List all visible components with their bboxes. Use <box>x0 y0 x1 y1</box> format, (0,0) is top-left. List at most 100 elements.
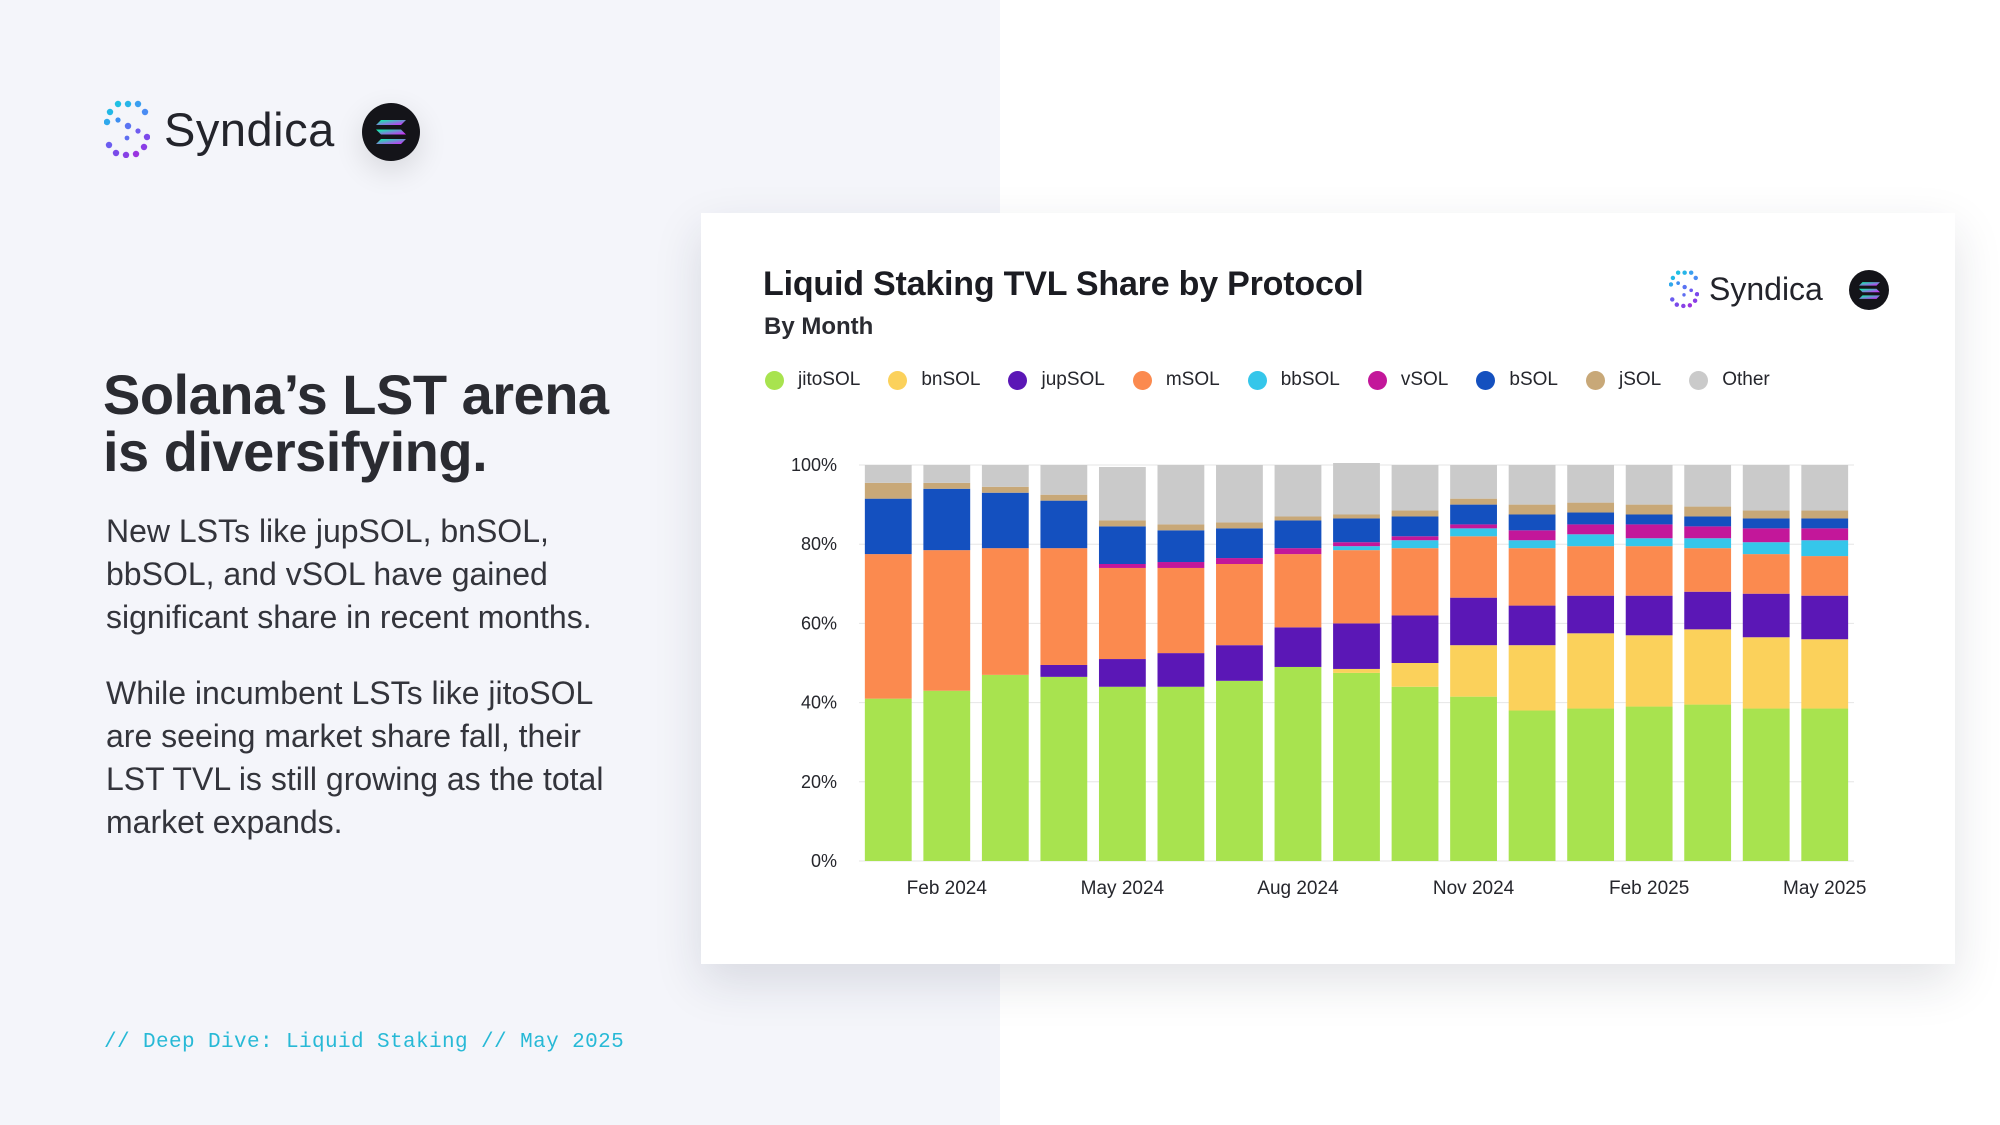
bar-segment-jitosol[interactable] <box>1274 666 1322 861</box>
bar-segment-msol[interactable] <box>864 554 912 699</box>
bar-segment-other[interactable] <box>1098 466 1146 521</box>
bar-segment-bsol[interactable] <box>1157 530 1205 563</box>
bar-segment-other[interactable] <box>1391 465 1439 511</box>
bar-segment-other[interactable] <box>1508 465 1556 505</box>
bar-segment-jupsol[interactable] <box>1274 627 1322 667</box>
bar-segment-jsol[interactable] <box>1801 510 1849 519</box>
legend-item-bsol[interactable]: bSOL <box>1476 369 1558 391</box>
bar-segment-vsol[interactable] <box>1333 542 1380 547</box>
bar-segment-vsol[interactable] <box>1567 524 1615 535</box>
bar-segment-jupsol[interactable] <box>1391 615 1439 663</box>
legend-item-jsol[interactable]: jSOL <box>1585 369 1661 391</box>
bar-segment-jitosol[interactable] <box>1567 708 1615 861</box>
bar-segment-bsol[interactable] <box>1450 504 1497 525</box>
bar-segment-msol[interactable] <box>1157 567 1205 654</box>
bar-segment-vsol[interactable] <box>1391 536 1439 541</box>
bar-segment-bnsol[interactable] <box>1684 629 1732 705</box>
bar-segment-jupsol[interactable] <box>1684 591 1732 630</box>
bar-segment-bsol[interactable] <box>981 492 1029 549</box>
bar-segment-bbsol[interactable] <box>1625 538 1673 547</box>
bar-segment-other[interactable] <box>1333 463 1380 515</box>
bar-segment-jitosol[interactable] <box>1684 704 1732 861</box>
bar-segment-msol[interactable] <box>1742 554 1790 594</box>
bar-segment-other[interactable] <box>1684 465 1732 507</box>
bar-segment-msol[interactable] <box>981 548 1029 675</box>
bar-segment-vsol[interactable] <box>1157 562 1205 568</box>
bar-segment-msol[interactable] <box>1450 536 1497 598</box>
bar-segment-bsol[interactable] <box>1274 520 1322 549</box>
bar-segment-jsol[interactable] <box>981 486 1029 493</box>
bar-segment-jupsol[interactable] <box>1157 653 1205 687</box>
bar-segment-bbsol[interactable] <box>1391 540 1439 549</box>
bar-segment-other[interactable] <box>1274 465 1322 517</box>
bar-segment-jsol[interactable] <box>1508 504 1556 515</box>
bar-segment-bnsol[interactable] <box>1450 645 1497 697</box>
legend-item-vsol[interactable]: vSOL <box>1367 369 1448 391</box>
bar-segment-bbsol[interactable] <box>1684 538 1732 549</box>
bar-segment-other[interactable] <box>1801 465 1849 511</box>
bar-segment-vsol[interactable] <box>1450 524 1497 529</box>
bar-segment-jupsol[interactable] <box>1625 595 1673 636</box>
bar-segment-other[interactable] <box>1567 465 1615 503</box>
bar-segment-vsol[interactable] <box>1098 564 1146 568</box>
bar-segment-bnsol[interactable] <box>1801 639 1849 709</box>
legend-item-jupsol[interactable]: jupSOL <box>1008 369 1105 391</box>
bar-segment-msol[interactable] <box>1391 548 1439 616</box>
bar-segment-jupsol[interactable] <box>1450 597 1497 646</box>
bar-segment-bsol[interactable] <box>1391 516 1439 537</box>
legend-item-msol[interactable]: mSOL <box>1132 369 1220 391</box>
bar-segment-jitosol[interactable] <box>1450 696 1497 861</box>
bar-segment-bsol[interactable] <box>864 498 912 555</box>
bar-segment-msol[interactable] <box>1216 564 1263 646</box>
bar-segment-jsol[interactable] <box>864 482 912 499</box>
bar-segment-bbsol[interactable] <box>1801 540 1849 557</box>
bar-segment-jsol[interactable] <box>1157 524 1205 531</box>
bar-segment-jitosol[interactable] <box>1625 706 1673 861</box>
legend-item-jitosol[interactable]: jitoSOL <box>765 369 860 391</box>
bar-segment-bnsol[interactable] <box>1742 637 1790 709</box>
bar-segment-bsol[interactable] <box>1333 518 1380 543</box>
bar-segment-other[interactable] <box>1157 465 1205 525</box>
bar-segment-bbsol[interactable] <box>1567 534 1615 547</box>
bar-segment-msol[interactable] <box>1274 554 1322 628</box>
bar-segment-jupsol[interactable] <box>1040 664 1088 677</box>
bar-segment-vsol[interactable] <box>1216 558 1263 564</box>
bar-segment-jsol[interactable] <box>1333 514 1380 519</box>
legend-item-other[interactable]: Other <box>1689 369 1770 391</box>
bar-segment-jitosol[interactable] <box>1508 710 1556 861</box>
bar-segment-msol[interactable] <box>1040 548 1088 665</box>
bar-segment-jupsol[interactable] <box>1567 595 1615 634</box>
bar-segment-bnsol[interactable] <box>1567 633 1615 709</box>
bar-segment-jsol[interactable] <box>1684 506 1732 517</box>
bar-segment-bsol[interactable] <box>1742 518 1790 529</box>
legend-item-bnsol[interactable]: bnSOL <box>888 369 980 391</box>
bar-segment-other[interactable] <box>1040 465 1088 495</box>
bar-segment-jupsol[interactable] <box>1508 605 1556 646</box>
bar-segment-bsol[interactable] <box>1508 514 1556 531</box>
bar-segment-bbsol[interactable] <box>1508 540 1556 549</box>
bar-segment-bsol[interactable] <box>1625 514 1673 525</box>
bar-segment-other[interactable] <box>864 465 912 483</box>
bar-segment-jsol[interactable] <box>923 482 971 489</box>
bar-segment-jsol[interactable] <box>1567 502 1615 513</box>
bar-segment-vsol[interactable] <box>1742 528 1790 543</box>
bar-segment-jitosol[interactable] <box>1040 676 1088 861</box>
bar-segment-bnsol[interactable] <box>1625 635 1673 707</box>
bar-segment-vsol[interactable] <box>1508 530 1556 541</box>
bar-segment-vsol[interactable] <box>1801 528 1849 541</box>
bar-segment-jitosol[interactable] <box>1098 686 1146 861</box>
bar-segment-jitosol[interactable] <box>1216 680 1263 861</box>
bar-segment-bnsol[interactable] <box>1508 645 1556 711</box>
bar-segment-bbsol[interactable] <box>1742 542 1790 555</box>
bar-segment-bbsol[interactable] <box>1450 528 1497 537</box>
bar-segment-msol[interactable] <box>1098 567 1146 660</box>
bar-segment-jupsol[interactable] <box>1098 659 1146 687</box>
bar-segment-jsol[interactable] <box>1391 510 1439 517</box>
bar-segment-jitosol[interactable] <box>1801 708 1849 861</box>
bar-segment-bbsol[interactable] <box>1333 546 1380 551</box>
bar-segment-bnsol[interactable] <box>1333 668 1380 673</box>
bar-segment-jitosol[interactable] <box>1742 708 1790 861</box>
bar-segment-bsol[interactable] <box>1216 528 1263 559</box>
bar-segment-jsol[interactable] <box>1216 522 1263 529</box>
bar-segment-bsol[interactable] <box>1801 518 1849 529</box>
